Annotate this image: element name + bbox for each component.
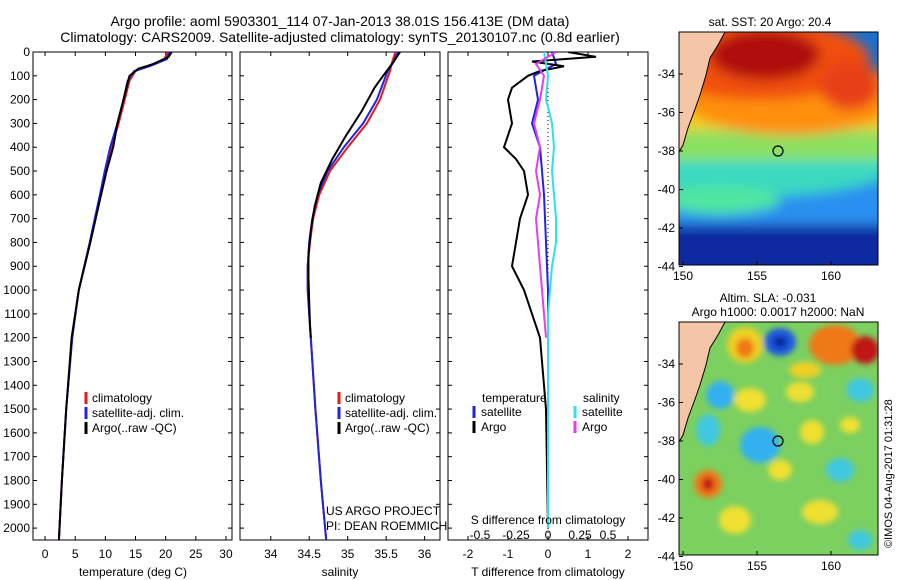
temperature-xlabel: temperature (deg C) <box>79 565 187 579</box>
x-tick-label: -1 <box>503 547 514 561</box>
x-tick-label: 1 <box>585 547 592 561</box>
difference-panel: -2 -1 0 1 2 -0.5 -0.25 0 0.25 0.5 S difference fr… <box>447 51 649 579</box>
x-tick-label: -2 <box>463 547 474 561</box>
x-tick-label: 36 <box>418 547 432 561</box>
legend-title-temperature: temperature <box>482 391 547 405</box>
y-tick-label: 700 <box>10 212 30 226</box>
salinity-panel: 34 34.5 35 35.5 36 salinity climatologysatel… <box>239 51 447 579</box>
y-tick-label: 1100 <box>4 307 30 321</box>
y-tick-label: 800 <box>10 235 30 249</box>
argo-float-marker-sla <box>772 435 784 447</box>
pi-credit: PI: DEAN ROEMMICH <box>326 519 447 533</box>
sla-map-title-1: Altim. SLA: -0.031 <box>720 291 817 305</box>
series-line-argo-raw-qc <box>307 52 401 338</box>
y-tick-label: 1400 <box>3 378 30 392</box>
map-x-tick-label: 155 <box>747 559 767 573</box>
legend-label: Argo <box>481 420 507 434</box>
y-tick-label: 1800 <box>3 473 30 487</box>
sst-map-title: sat. SST: 20 Argo: 20.4 <box>709 15 832 29</box>
map-x-tick-label: 160 <box>821 559 841 573</box>
x-tick-label: 35.5 <box>374 547 398 561</box>
title-line-1: Argo profile: aoml 5903301_114 07-Jan-20… <box>111 13 570 29</box>
map-y-tick-label: -40 <box>658 183 676 197</box>
x-tick-label: 35 <box>341 547 355 561</box>
map-y-tick-label: -44 <box>658 260 676 274</box>
x-tick-label: 10 <box>99 547 113 561</box>
s-tick-label: -0.5 <box>470 528 491 542</box>
legend-label: satellite-adj. clim. <box>345 406 437 420</box>
map-y-tick-label: -34 <box>658 67 676 81</box>
y-tick-label: 600 <box>10 188 30 202</box>
series-line-argo-raw-qc <box>57 52 173 540</box>
y-tick-label: 1000 <box>3 283 30 297</box>
y-tick-label: 2000 <box>3 521 30 535</box>
y-tick-label: 1200 <box>3 331 30 345</box>
salinity-xlabel: salinity <box>322 565 359 579</box>
map-y-tick-label: -36 <box>658 396 676 410</box>
s-difference-label: S difference from climatology <box>471 513 626 527</box>
legend-label: Argo(..raw -QC) <box>92 421 177 435</box>
t-difference-xlabel: T difference from climatology <box>471 565 625 579</box>
x-tick-label: 34.5 <box>298 547 322 561</box>
sla-map-title-2: Argo h1000: 0.0017 h2000: NaN <box>692 305 865 319</box>
sla-map: Altim. SLA: -0.031 Argo h1000: 0.0017 h2… <box>658 291 879 573</box>
legend-label: satellite <box>481 405 522 419</box>
x-tick-label: 34 <box>264 547 278 561</box>
y-tick-label: 900 <box>10 259 30 273</box>
map-x-tick-label: 155 <box>747 269 767 283</box>
map-x-tick-label: 150 <box>673 269 693 283</box>
y-tick-label: 500 <box>10 164 30 178</box>
map-y-tick-label: -34 <box>658 357 676 371</box>
project-credit: US ARGO PROJECT <box>326 504 441 518</box>
s-tick-label: 0.25 <box>568 528 592 542</box>
map-y-tick-label: -44 <box>658 550 676 564</box>
series-line-t-argo <box>502 52 597 529</box>
map-x-tick-label: 160 <box>821 269 841 283</box>
y-tick-label: 1900 <box>3 497 30 511</box>
s-tick-label: 0 <box>545 528 552 542</box>
map-y-tick-label: -38 <box>658 434 676 448</box>
legend-title-salinity: salinity <box>583 391 620 405</box>
map-y-tick-label: -36 <box>658 106 676 120</box>
x-tick-label: 0 <box>545 547 552 561</box>
y-tick-label: 400 <box>10 140 30 154</box>
map-y-tick-label: -42 <box>658 221 676 235</box>
sst-map: sat. SST: 20 Argo: 20.4 150 155 160 -34 -36 -… <box>658 15 879 283</box>
title-line-2: Climatology: CARS2009. Satellite-adjuste… <box>60 29 620 45</box>
y-tick-label: 200 <box>10 93 30 107</box>
map-x-tick-label: 150 <box>673 559 693 573</box>
y-tick-label: 100 <box>10 69 30 83</box>
imos-timestamp: ©IMOS 04-Aug-2017 01:31:28 <box>883 399 895 548</box>
series-line-s-satellite <box>543 52 557 529</box>
x-tick-label: 2 <box>625 547 632 561</box>
legend-label: satellite <box>582 405 623 419</box>
legend-label: Argo(..raw -QC) <box>345 421 430 435</box>
x-tick-label: 30 <box>219 547 233 561</box>
argo-float-marker-sst <box>772 145 784 157</box>
x-tick-label: 25 <box>189 547 203 561</box>
y-tick-label: 1600 <box>3 426 30 440</box>
map-y-tick-label: -42 <box>658 511 676 525</box>
legend-label: satellite-adj. clim. <box>92 406 184 420</box>
x-tick-label: 0 <box>42 547 49 561</box>
map-y-tick-label: -38 <box>658 144 676 158</box>
y-tick-label: 0 <box>23 45 30 59</box>
y-tick-label: 1300 <box>3 354 30 368</box>
x-tick-label: 15 <box>129 547 143 561</box>
legend-label: climatology <box>92 391 152 405</box>
s-tick-label: -0.25 <box>502 528 530 542</box>
map-y-tick-label: -40 <box>658 473 676 487</box>
x-tick-label: 20 <box>159 547 173 561</box>
y-tick-label: 1500 <box>3 402 30 416</box>
y-tick-label: 1700 <box>3 450 30 464</box>
legend-label: climatology <box>345 391 405 405</box>
x-tick-label: 5 <box>72 547 79 561</box>
series-line-s-argo <box>532 52 557 338</box>
s-tick-label: 0.5 <box>600 528 617 542</box>
y-tick-label: 300 <box>10 116 30 130</box>
legend-label: Argo <box>582 420 608 434</box>
temperature-panel: 0 5 10 15 20 25 300100200300400500600700800900… <box>3 45 233 579</box>
